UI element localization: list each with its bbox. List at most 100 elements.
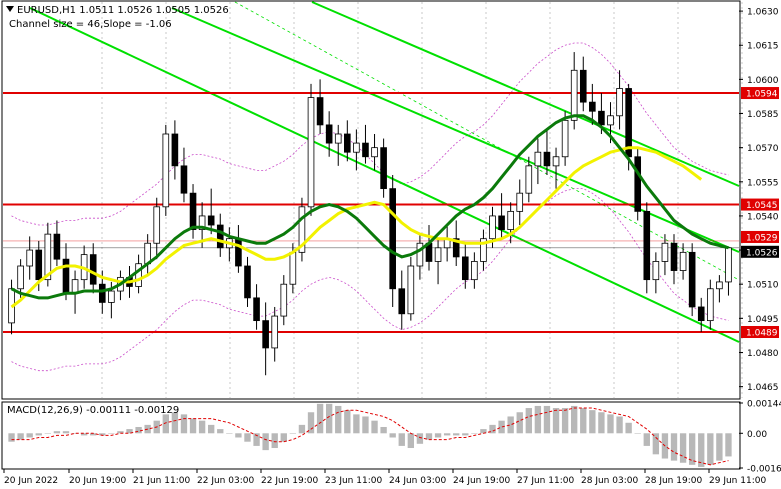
macd-histogram-bar xyxy=(307,412,315,434)
macd-histogram-bar xyxy=(26,433,33,438)
macd-histogram-bar xyxy=(8,433,15,442)
candle-body xyxy=(17,265,24,290)
macd-histogram-bar xyxy=(44,433,52,434)
macd-histogram-bar xyxy=(443,433,451,436)
candle-body xyxy=(452,238,460,258)
moving-averages xyxy=(10,114,729,309)
price-axis: 1.0630 1.0615 1.0600 1.0585 1.0570 1.0555 1.05… xyxy=(739,8,779,393)
macd-histogram-bar xyxy=(589,410,596,434)
candle-body xyxy=(344,133,351,153)
macd-histogram-bar xyxy=(389,433,396,438)
macd-histogram-bar xyxy=(453,433,460,436)
macd-histogram-bar xyxy=(235,433,242,438)
macd-histogram-bar xyxy=(316,403,324,434)
macd-histogram-bar xyxy=(525,408,532,434)
candle-body xyxy=(362,142,369,158)
macd-histogram-bar xyxy=(335,405,342,434)
candle-body xyxy=(489,215,496,240)
level-price-box xyxy=(741,198,779,211)
macd-histogram-bar xyxy=(571,405,578,434)
candle-body xyxy=(480,238,487,262)
macd-histogram-bar xyxy=(580,408,587,434)
candle-body xyxy=(561,119,569,158)
candle-body xyxy=(634,156,642,212)
moving-average-fast-line xyxy=(10,146,703,309)
macd-histogram-bar xyxy=(534,405,542,434)
candle-body xyxy=(652,261,660,281)
candle-body xyxy=(498,215,505,230)
candle-body xyxy=(471,261,478,281)
macd-label: MACD(12,26,9) -0.00111 -0.00129 xyxy=(7,405,179,416)
envelope-bands xyxy=(11,42,729,372)
time-tick-label: 24 Jun 19:00 xyxy=(453,476,510,486)
dropdown-triangle-icon[interactable] xyxy=(6,6,14,12)
macd-histogram-bar xyxy=(516,412,523,434)
macd-histogram-bar xyxy=(289,433,297,434)
current-price-label: 1.0529 xyxy=(746,233,778,243)
candle-body xyxy=(516,192,524,212)
macd-histogram-bar xyxy=(90,433,97,436)
price-tick-label: 1.0630 xyxy=(747,8,779,18)
candle-body xyxy=(316,97,324,126)
candle-body xyxy=(507,210,514,230)
candle-body xyxy=(271,315,279,349)
candle-body xyxy=(153,206,161,244)
macd-histogram-bar xyxy=(625,422,632,434)
candle-body xyxy=(371,147,378,158)
macd-histogram-bar xyxy=(135,426,142,434)
level-price-label: 1.0489 xyxy=(746,329,778,339)
macd-histogram-bar xyxy=(607,414,614,434)
macd-histogram-bar xyxy=(616,416,623,434)
macd-histogram-bar xyxy=(471,433,478,434)
candle-body xyxy=(643,210,651,281)
macd-histogram-bar xyxy=(298,424,306,434)
time-tick-label: 28 Jun 03:00 xyxy=(581,476,638,486)
price-tick-label: 1.0495 xyxy=(747,315,779,325)
candle-body xyxy=(661,242,669,262)
time-tick-label: 22 Jun 03:00 xyxy=(197,476,254,486)
macd-histogram-bar xyxy=(407,433,415,449)
candle-body xyxy=(389,188,396,290)
price-tick-label: 1.0480 xyxy=(747,349,779,359)
macd-histogram-bar xyxy=(344,410,351,434)
macd-tick-label: -0.00165 xyxy=(747,465,781,475)
candle-body xyxy=(670,242,678,271)
macd-histogram-bar xyxy=(598,412,605,434)
candle-body xyxy=(89,254,97,285)
level-price-box xyxy=(741,326,779,338)
macd-indicator: 0.00144 0.00 -0.00165 xyxy=(8,400,781,475)
candle-body xyxy=(108,290,115,303)
candle-body xyxy=(570,69,578,121)
macd-histogram-bar xyxy=(71,433,79,434)
candle-body xyxy=(707,288,714,322)
main-pane-frame xyxy=(1,0,741,400)
macd-histogram-bar xyxy=(35,433,42,436)
macd-histogram-bar xyxy=(198,420,206,434)
candle-body xyxy=(171,133,179,167)
price-tick-label: 1.0615 xyxy=(747,42,779,52)
candle-body xyxy=(298,206,306,253)
macd-histogram-bar xyxy=(362,416,369,434)
macd-histogram-bar xyxy=(652,433,660,455)
macd-histogram-bar xyxy=(688,433,696,465)
candle-body xyxy=(416,242,424,267)
candle-body xyxy=(398,288,406,315)
candle-body xyxy=(616,88,623,117)
candle-body xyxy=(216,224,224,249)
macd-histogram-bar xyxy=(480,429,487,434)
candle-body xyxy=(289,251,297,285)
current-price-label: 1.0526 xyxy=(746,248,778,258)
macd-histogram-bar xyxy=(271,433,278,449)
time-tick-label: 21 Jun 11:00 xyxy=(133,476,190,486)
macd-histogram-bar xyxy=(643,433,650,446)
macd-histogram-bar xyxy=(507,416,514,434)
price-tick-label: 1.0555 xyxy=(747,178,779,188)
macd-histogram-bar xyxy=(634,433,641,434)
candle-body xyxy=(53,233,61,260)
candle-body xyxy=(207,215,215,226)
macd-histogram-bar xyxy=(217,429,224,434)
macd-histogram-bar xyxy=(698,433,705,467)
candle-body xyxy=(325,124,333,144)
current-price-box xyxy=(741,245,779,258)
